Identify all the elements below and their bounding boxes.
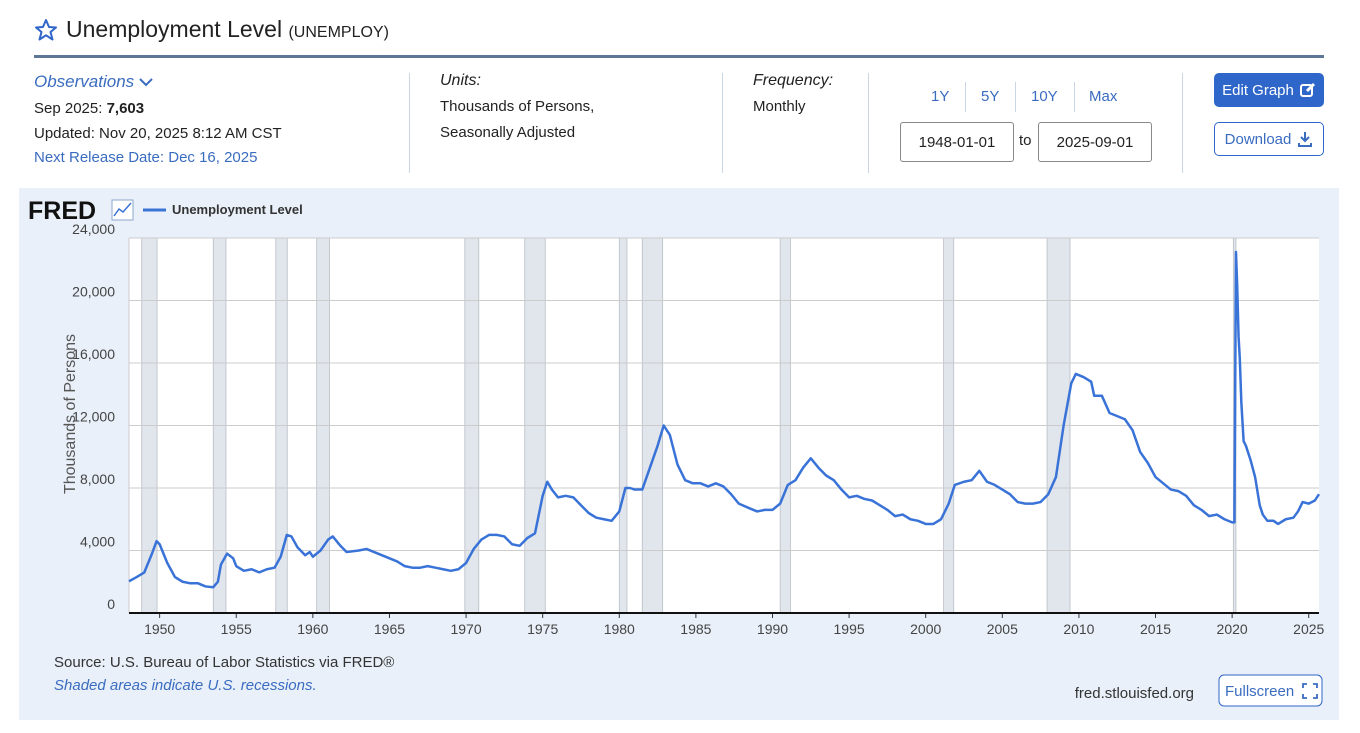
x-tick-label: 1960 [297,621,328,637]
title: Unemployment Level [66,16,283,42]
frequency-value: Monthly [753,98,806,115]
edit-icon [1299,82,1315,97]
separator [722,73,723,173]
end-date-input[interactable]: 2025-09-01 [1038,122,1152,162]
recession-note: Shaded areas indicate U.S. recessions. [54,677,317,694]
x-tick-label: 1970 [450,621,481,637]
y-tick-label: 8,000 [80,471,115,487]
y-tick-label: 12,000 [72,409,115,425]
source: Source: U.S. Bureau of Labor Statistics … [54,654,394,671]
x-tick-label: 2005 [987,621,1018,637]
updated: Updated: Nov 20, 2025 8:12 AM CST [34,125,282,142]
fullscreen-label[interactable]: Fullscreen [1225,683,1294,700]
range-button[interactable]: 1Y [931,88,950,105]
start-date-input[interactable]: 1948-01-01 [900,122,1014,162]
fullscreen-icon [1302,683,1318,699]
fullscreen-button[interactable] [1218,674,1323,707]
star-icon[interactable] [34,18,58,42]
y-tick-label: 16,000 [72,346,115,362]
header-rule [34,55,1324,58]
x-tick-label: 1950 [144,621,175,637]
separator [965,82,966,112]
y-axis-label: Thousands of Persons [62,334,79,494]
units-label: Units: [440,72,481,89]
x-tick-label: 2020 [1217,621,1248,637]
y-tick-label: 20,000 [72,284,115,300]
edit-graph-button[interactable]: Edit Graph [1214,73,1324,107]
y-tick-label: 0 [107,596,115,612]
separator [409,73,410,173]
obs-date: Sep 2025: [34,100,103,117]
units-line: Seasonally Adjusted [440,124,576,141]
download-icon [1298,132,1313,147]
site: fred.stlouisfed.org [1075,685,1194,702]
x-tick-label: 1955 [221,621,252,637]
chevron [139,78,153,87]
x-tick-label: 2000 [910,621,941,637]
x-tick-label: 2010 [1063,621,1094,637]
x-tick-label: 2025 [1293,621,1324,637]
range-button[interactable]: 10Y [1031,88,1058,105]
y-tick-label: 4,000 [80,534,115,550]
obs-value: 7,603 [106,100,145,117]
chart-panel: FRED Thousands of Persons Source: U.S. B… [19,188,1339,720]
x-tick-label: 1990 [757,621,788,637]
edit-label[interactable]: Edit Graph [1222,81,1294,99]
x-tick-label: 2015 [1140,621,1171,637]
separator [1074,82,1075,112]
series-id: (UNEMPLOY) [288,24,389,41]
x-tick-label: 1975 [527,621,558,637]
separator [1182,73,1183,173]
frequency-label: Frequency: [753,72,834,89]
y-tick-label: 24,000 [72,221,115,237]
download-button[interactable]: Download [1214,122,1324,156]
units-line: Thousands of Persons, [440,98,595,115]
to-label: to [1019,132,1032,149]
logo-chart-icon [111,199,134,221]
legend-label: Unemployment Level [172,202,303,217]
range-button[interactable]: Max [1089,88,1118,105]
page-title: Unemployment Level (UNEMPLOY) [66,16,389,43]
observations-toggle[interactable]: Observations [34,72,153,92]
x-tick-label: 1980 [604,621,635,637]
download-label[interactable]: Download [1224,130,1292,148]
x-tick-label: 1985 [680,621,711,637]
fred-logo: FRED [28,197,96,225]
next-release[interactable]: Next Release Date: Dec 16, 2025 [34,149,258,166]
separator [868,73,869,173]
series-line [128,250,1321,589]
range-button[interactable]: 5Y [981,88,1000,105]
observations-label[interactable]: Observations [34,72,135,91]
separator [1015,82,1016,112]
latest-observation: Sep 2025: 7,603 [34,100,144,117]
x-tick-label: 1965 [374,621,405,637]
x-tick-label: 1995 [834,621,865,637]
